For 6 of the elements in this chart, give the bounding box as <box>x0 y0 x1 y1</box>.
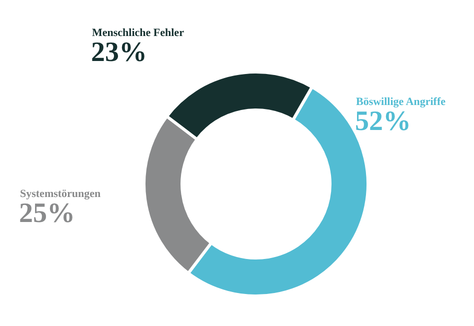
slice-label: Systemstörungen <box>20 188 101 200</box>
data-label: 25% <box>19 198 75 229</box>
slice-label: Menschliche Fehler <box>92 27 184 39</box>
slice-label: Böswillige Angriffe <box>356 96 446 108</box>
data-label: 23% <box>91 37 147 68</box>
data-label: 52% <box>355 106 411 137</box>
